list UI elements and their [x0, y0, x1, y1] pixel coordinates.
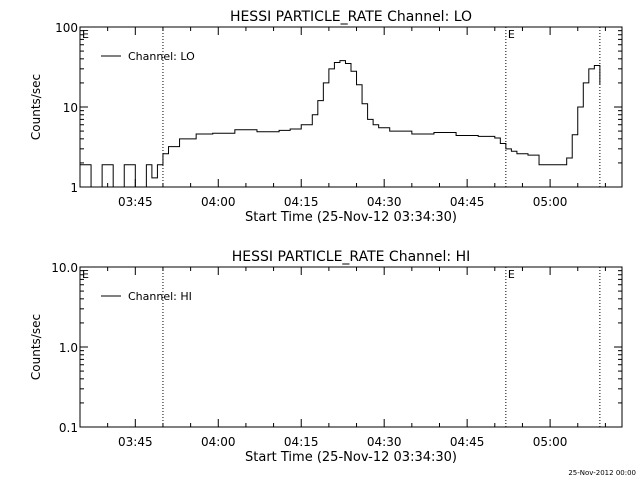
x-tick-label: 04:00 [201, 195, 236, 209]
x-axis-title: Start Time (25-Nov-12 03:34:30) [245, 210, 457, 225]
x-tick-label: 04:45 [450, 195, 485, 209]
x-tick-label: 04:30 [367, 195, 402, 209]
x-tick-label: 04:15 [284, 195, 319, 209]
event-marker-label: E [82, 268, 89, 281]
x-axis-title: Start Time (25-Nov-12 03:34:30) [245, 450, 457, 465]
x-tick-label: 05:00 [533, 435, 568, 449]
y-axis-title: Counts/sec [29, 74, 43, 140]
x-tick-label: 05:00 [533, 195, 568, 209]
y-tick-label: 1 [70, 181, 78, 195]
y-tick-label: 10 [63, 101, 78, 115]
y-axis-title: Counts/sec [29, 314, 43, 380]
event-marker-label: E [508, 28, 515, 41]
chart-title: HESSI PARTICLE_RATE Channel: HI [232, 249, 470, 265]
legend-label: Channel: LO [128, 50, 195, 63]
x-tick-label: 03:45 [118, 195, 153, 209]
legend-label: Channel: HI [128, 290, 192, 303]
event-marker-label: E [508, 268, 515, 281]
y-tick-label: 10.0 [51, 261, 78, 275]
y-tick-label: 100 [55, 21, 78, 35]
x-tick-label: 04:15 [284, 435, 319, 449]
event-marker-label: E [82, 28, 89, 41]
x-tick-label: 04:45 [450, 435, 485, 449]
lo-channel-panel: HESSI PARTICLE_RATE Channel: LO 03:45 04:0… [29, 9, 623, 225]
y-tick-label: 0.1 [59, 421, 78, 435]
x-tick-label: 03:45 [118, 435, 153, 449]
footer-date-stamp: 25-Nov-2012 00:00 [568, 469, 636, 477]
hi-channel-panel: HESSI PARTICLE_RATE Channel: HI 03:45 04:0… [29, 249, 623, 465]
x-tick-label: 04:30 [367, 435, 402, 449]
y-tick-label: 1.0 [59, 341, 78, 355]
chart-title: HESSI PARTICLE_RATE Channel: LO [230, 9, 472, 25]
series-line-0 [80, 60, 601, 188]
x-tick-label: 04:00 [201, 435, 236, 449]
